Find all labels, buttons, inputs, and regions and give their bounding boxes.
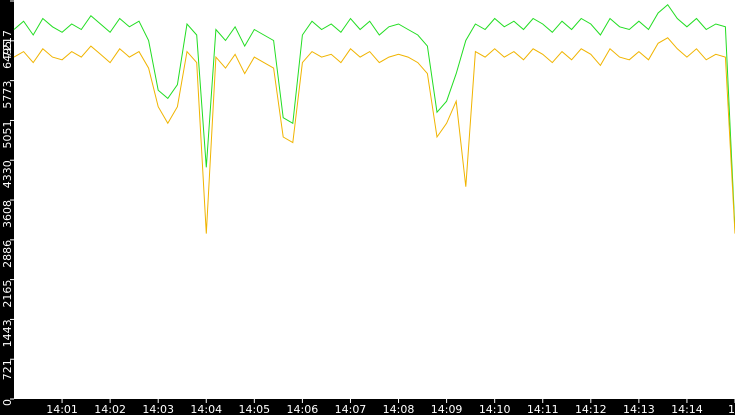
x-tick-label: 14:11 <box>527 403 559 415</box>
series-line <box>13 37 735 234</box>
y-axis-strip <box>0 0 14 415</box>
x-tick-label: 14 <box>728 403 735 415</box>
x-axis-strip <box>0 399 735 415</box>
y-tick-label: 0 <box>1 399 14 406</box>
y-tick-label: 7217 <box>1 30 14 58</box>
y-tick-label: 3608 <box>1 200 14 228</box>
x-tick-label: 14:07 <box>335 403 367 415</box>
y-tick-label: 2165 <box>1 280 14 308</box>
x-tick-label: 14:01 <box>46 403 78 415</box>
x-tick-label: 14:10 <box>479 403 511 415</box>
y-tick-label: 5773 <box>1 81 14 109</box>
y-tick-label: 5051 <box>1 120 14 148</box>
series-line <box>13 3 735 231</box>
x-tick-label: 14:08 <box>383 403 415 415</box>
y-tick-label: 721 <box>1 359 14 380</box>
y-tick-label: 4330 <box>1 160 14 188</box>
x-tick-label: 14:09 <box>431 403 463 415</box>
x-tick-label: 14:02 <box>94 403 126 415</box>
x-tick-label: 14:13 <box>623 403 655 415</box>
x-tick-label: 14:12 <box>575 403 607 415</box>
x-tick-label: 14:03 <box>142 403 174 415</box>
x-tick-label: 14:04 <box>190 403 222 415</box>
y-tick-label: 6495 <box>1 41 14 69</box>
x-tick-label: 14:14 <box>671 403 703 415</box>
x-tick-label: 14:05 <box>238 403 270 415</box>
x-tick-label: 14:06 <box>287 403 319 415</box>
y-tick-label: 2886 <box>1 240 14 268</box>
y-tick-label: 1443 <box>1 319 14 347</box>
